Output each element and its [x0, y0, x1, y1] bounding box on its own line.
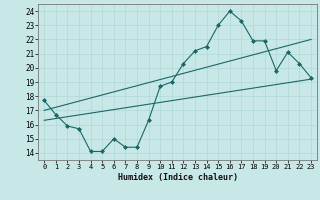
X-axis label: Humidex (Indice chaleur): Humidex (Indice chaleur): [118, 173, 238, 182]
